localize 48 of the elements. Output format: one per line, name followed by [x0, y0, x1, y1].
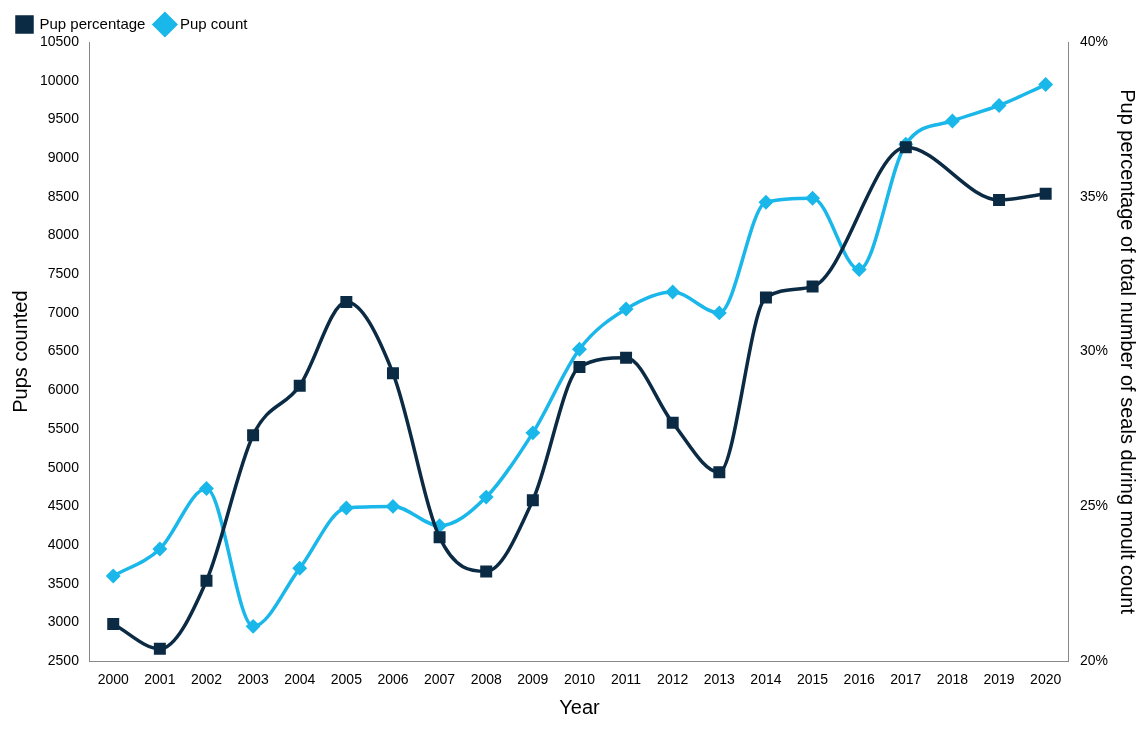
y-tick-label: 3500 [47, 574, 80, 591]
x-tick-label: 2014 [750, 671, 782, 688]
x-tick-label: 2003 [237, 671, 269, 688]
y-tick-label: 6500 [47, 342, 80, 359]
y-tick-label: 10000 [39, 71, 80, 88]
y2-tick-label: 40% [1079, 32, 1109, 49]
y-tick-label: 6000 [47, 381, 80, 398]
y-tick-label: 8500 [47, 187, 80, 204]
y-tick-label: 3000 [47, 613, 80, 630]
x-tick-label: 2009 [517, 671, 549, 688]
x-tick-label: 2017 [890, 671, 922, 688]
y-tick-label: 10500 [39, 32, 80, 49]
y-tick-label: 9000 [47, 148, 80, 165]
x-tick-label: 2006 [377, 671, 409, 688]
y-tick-label: 5500 [47, 419, 80, 436]
y-axis-title: Pups counted [8, 290, 31, 413]
x-tick-label: 2016 [843, 671, 875, 688]
x-tick-label: 2015 [796, 671, 829, 688]
x-tick-label: 2011 [611, 671, 642, 688]
x-tick-label: 2010 [563, 671, 596, 688]
y-tick-label: 4500 [47, 497, 80, 514]
y-tick-label: 2500 [47, 652, 80, 669]
y2-axis-title: Pup percentage of total number of seals during moult count [1117, 89, 1140, 615]
x-tick-label: 2002 [190, 671, 223, 688]
y-tick-label: 4000 [47, 535, 80, 552]
x-tick-label: 2018 [936, 671, 969, 688]
x-tick-label: 2019 [983, 671, 1015, 688]
x-tick-label: 2000 [97, 671, 130, 688]
x-tick-label: 2020 [1030, 671, 1062, 688]
x-tick-label: 2013 [703, 671, 736, 688]
legend-label: Pup count [179, 14, 249, 32]
x-tick-label: 2007 [424, 671, 456, 688]
x-tick-label: 2005 [330, 671, 363, 688]
y-tick-label: 7500 [47, 265, 80, 282]
y2-tick-label: 30% [1079, 342, 1109, 359]
x-tick-label: 2012 [657, 671, 689, 688]
y2-tick-label: 25% [1079, 497, 1109, 514]
legend-label: Pup percentage [39, 14, 146, 32]
x-tick-label: 2008 [470, 671, 502, 688]
x-tick-label: 2001 [144, 671, 176, 688]
x-axis-title: Year [559, 695, 600, 718]
x-tick-label: 2004 [284, 671, 316, 688]
y-tick-label: 8000 [47, 226, 80, 243]
y2-tick-label: 35% [1079, 187, 1109, 204]
y-tick-label: 9500 [47, 110, 80, 127]
y-tick-label: 7000 [47, 303, 80, 320]
y-tick-label: 5000 [47, 458, 80, 475]
y2-tick-label: 20% [1079, 652, 1109, 669]
